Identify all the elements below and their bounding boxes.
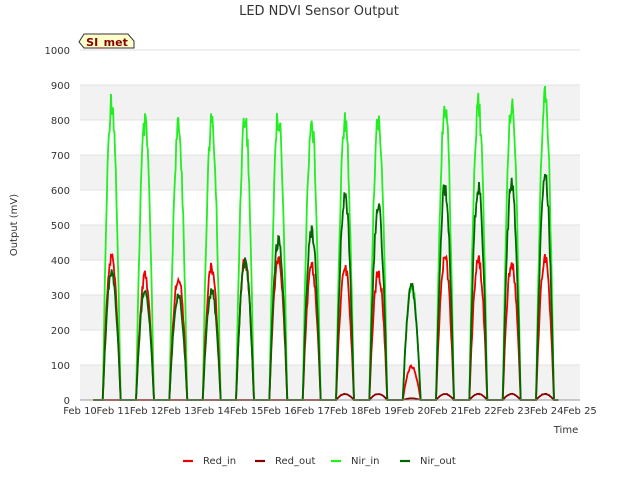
legend-label: Red_in (203, 456, 236, 467)
legend: Red_in Red_out Nir_in Nir_out (183, 456, 456, 467)
grid-band (80, 155, 580, 190)
x-tick-label: Feb 17 (297, 406, 331, 417)
x-axis-label: Time (553, 425, 578, 436)
grid-band (80, 225, 580, 260)
x-tick-label: Feb 23 (497, 406, 531, 417)
legend-item-red-in: Red_in (183, 456, 236, 467)
x-tick-label: Feb 19 (363, 406, 397, 417)
legend-label: Nir_in (351, 456, 380, 467)
y-tick-label: 900 (51, 81, 70, 92)
chart-title: LED NDVI Sensor Output (239, 4, 399, 19)
y-tick-label: 500 (51, 221, 70, 232)
y-tick-label: 0 (64, 396, 70, 407)
x-tick-labels: Feb 10 Feb 11 Feb 12 Feb 13 Feb 14 Feb 15 Feb … (63, 406, 597, 417)
x-tick-label: Feb 15 (230, 406, 264, 417)
site-label-box: SI_met (78, 33, 135, 49)
grid-band (80, 85, 580, 120)
x-tick-label: Feb 10 (63, 406, 97, 417)
y-tick-label: 800 (51, 116, 70, 127)
x-tick-label: Feb 21 (430, 406, 464, 417)
x-tick-label: Feb 20 (397, 406, 431, 417)
legend-item-red-out: Red_out (255, 456, 315, 467)
y-tick-labels: 0 100 200 300 400 500 600 700 800 900 1000 (45, 46, 70, 407)
y-tick-label: 100 (51, 361, 70, 372)
site-label: SI_met (86, 36, 128, 49)
x-tick-label: Feb 12 (130, 406, 164, 417)
legend-item-nir-in: Nir_in (331, 456, 380, 467)
y-tick-label: 400 (51, 256, 70, 267)
legend-item-nir-out: Nir_out (400, 456, 456, 467)
x-tick-label: Feb 18 (330, 406, 364, 417)
grid-band (80, 295, 580, 330)
x-tick-label: Feb 16 (263, 406, 297, 417)
x-tick-label: Feb 14 (197, 406, 231, 417)
grid-band (80, 365, 580, 400)
y-tick-label: 300 (51, 291, 70, 302)
y-axis-label: Output (mV) (9, 194, 20, 256)
y-tick-label: 600 (51, 186, 70, 197)
legend-label: Nir_out (420, 456, 456, 467)
grid-bands (80, 85, 580, 400)
x-tick-label: Feb 13 (163, 406, 197, 417)
x-tick-label: Feb 11 (97, 406, 131, 417)
x-tick-label: Feb 25 (563, 406, 597, 417)
legend-label: Red_out (275, 456, 315, 467)
y-tick-label: 1000 (45, 46, 70, 57)
y-tick-label: 200 (51, 326, 70, 337)
x-tick-label: Feb 22 (463, 406, 497, 417)
y-tick-label: 700 (51, 151, 70, 162)
x-tick-label: Feb 24 (530, 406, 564, 417)
